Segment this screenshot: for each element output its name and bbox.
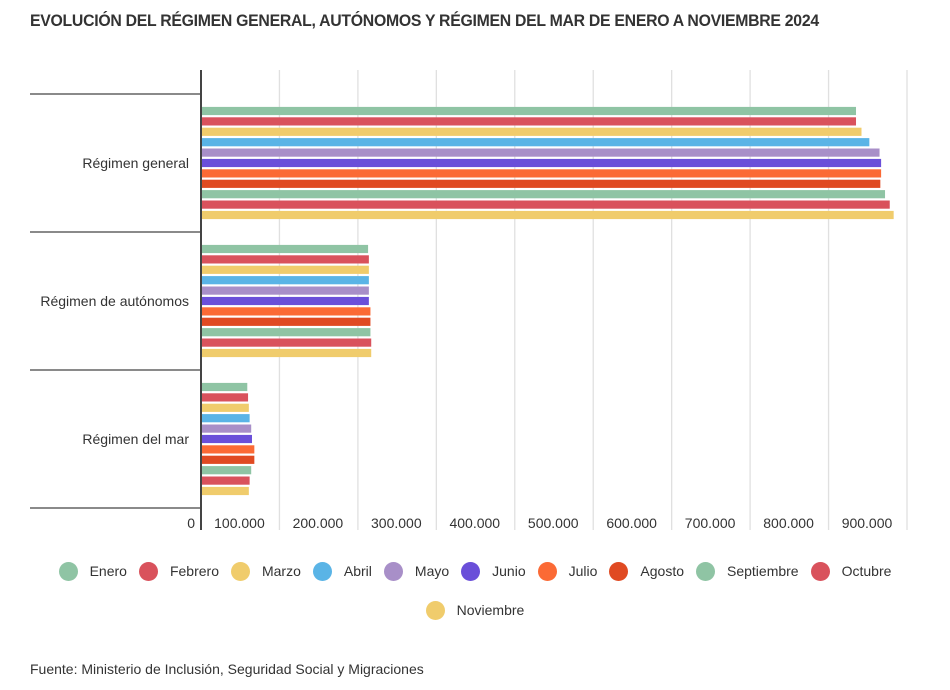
legend-swatch-icon [461,561,481,581]
legend-label: Enero [89,563,127,579]
bar [202,106,857,116]
bars [202,106,894,496]
chart-title: EVOLUCIÓN DEL RÉGIMEN GENERAL, AUTÓNOMOS… [30,11,819,30]
legend-swatch-icon [537,561,557,581]
bar [202,466,252,475]
legend-item[interactable]: Octubre [810,561,892,581]
bar-chart: Régimen general Régimen de autónomos Régim… [30,70,908,531]
legend-item[interactable]: Mayo [383,561,450,581]
category-label: Régimen del mar [82,431,189,447]
x-tick-label: 800.000 [763,515,814,531]
legend-item[interactable]: Junio [461,561,526,581]
legend-swatch-icon [383,561,403,581]
x-tick-label: 400.000 [449,515,500,531]
bar [202,210,894,220]
bar [202,127,862,136]
source-note: Fuente: Ministerio de Inclusión, Segurid… [30,661,424,677]
legend-swatch-icon [312,561,332,581]
legend-item[interactable]: Enero [58,561,127,581]
bar [202,286,369,295]
bar [202,455,255,464]
bar [202,403,249,412]
legend-label: Agosto [640,563,684,579]
legend: Enero Febrero Marzo Abril Mayo Junio Julio Agos… [0,558,950,636]
bar [202,138,870,147]
legend-label: Marzo [261,563,301,579]
bar [202,307,371,316]
legend-item[interactable]: Marzo [230,561,301,581]
bar [202,117,857,126]
category-label: Régimen de autónomos [40,293,189,309]
bar [202,244,369,254]
bar [202,476,250,485]
bar [202,486,249,496]
x-tick-label: 0 [187,515,195,531]
category-separators [30,93,201,509]
bar [202,190,886,199]
x-tick-labels: 0 100.000 200.000 300.000 400.000 500.000 600.… [187,515,892,531]
category-labels: Régimen general Régimen de autónomos Régim… [40,155,189,447]
legend-row: Noviembre [0,597,950,623]
legend-label: Julio [568,563,598,579]
legend-label: Junio [492,563,526,579]
x-tick-label: 200.000 [293,515,344,531]
x-tick-label: 300.000 [371,515,422,531]
legend-item[interactable]: Noviembre [425,600,525,620]
bar [202,414,250,423]
legend-swatch-icon [810,561,830,581]
legend-swatch-icon [230,561,250,581]
x-tick-label: 500.000 [528,515,579,531]
legend-row: Enero Febrero Marzo Abril Mayo Junio Julio Agos… [0,558,950,584]
legend-item[interactable]: Febrero [138,561,219,581]
bar [202,158,882,168]
legend-label: Febrero [169,563,219,579]
legend-item[interactable]: Agosto [609,561,684,581]
bar [202,382,248,392]
legend-label: Octubre [841,563,892,579]
legend-swatch-icon [696,561,715,581]
bar [202,328,371,337]
legend-swatch-icon [58,561,78,581]
category-label: Régimen general [82,155,189,171]
bar [202,148,880,157]
legend-swatch-icon [138,561,158,581]
bar [202,255,369,264]
bar [202,393,249,402]
bar [202,348,372,358]
legend-label: Mayo [414,563,450,579]
legend-item[interactable]: Julio [537,561,598,581]
x-tick-label: 700.000 [685,515,736,531]
bar [202,338,372,347]
x-tick-label: 100.000 [214,515,265,531]
x-tick-label: 600.000 [606,515,657,531]
legend-item[interactable]: Septiembre [696,561,799,581]
bar [202,276,369,285]
legend-swatch-icon [609,561,629,581]
bar [202,169,882,178]
x-tick-label: 900.000 [842,515,893,531]
legend-item[interactable]: Abril [312,561,372,581]
bar [202,200,890,209]
bar [202,445,255,454]
bar [202,265,369,274]
bar [202,424,252,433]
legend-label: Abril [343,563,372,579]
legend-label: Noviembre [456,602,525,618]
bar [202,434,252,444]
bar [202,317,371,326]
legend-swatch-icon [425,600,445,620]
bar [202,296,369,306]
bar [202,179,881,188]
legend-label: Septiembre [727,563,799,579]
